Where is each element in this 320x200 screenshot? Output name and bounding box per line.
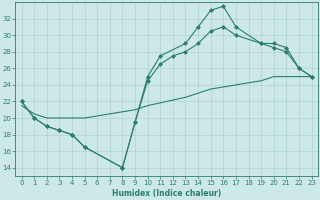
- X-axis label: Humidex (Indice chaleur): Humidex (Indice chaleur): [112, 189, 221, 198]
